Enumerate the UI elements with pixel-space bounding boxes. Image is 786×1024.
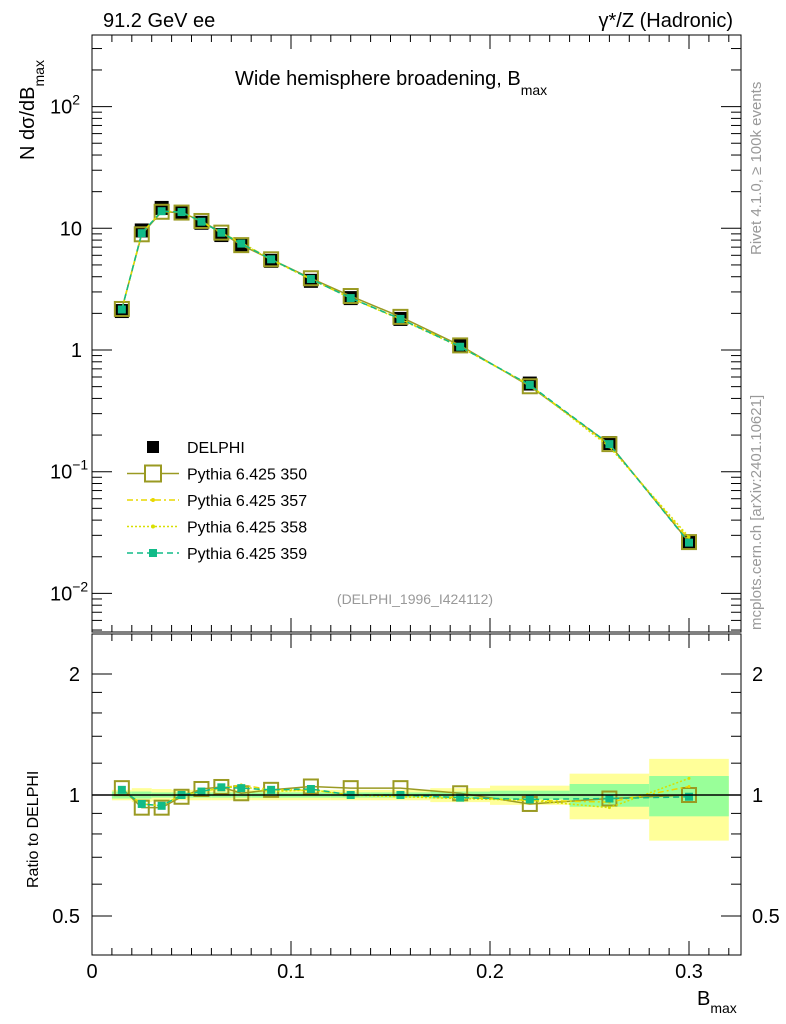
point-open-square-main — [213, 224, 230, 241]
point-square-main — [237, 239, 246, 248]
legend-marker — [151, 524, 155, 529]
point-square-main — [137, 229, 146, 238]
point-square-ratio — [605, 794, 614, 803]
title-text: Wide hemisphere broadening, B — [235, 68, 521, 90]
point-open-square-main — [233, 237, 250, 254]
y-tick-label: 10 — [60, 218, 82, 240]
legend-label: Pythia 6.425 350 — [187, 467, 307, 484]
point-open-square-main — [113, 300, 130, 317]
point-square-main — [605, 440, 614, 449]
plot-title: Wide hemisphere broadening, Bmax — [235, 68, 547, 98]
point-square-main — [396, 314, 405, 323]
point-square-ratio — [197, 787, 206, 796]
point-square-main — [306, 275, 315, 284]
y-tick-label: 10−2 — [50, 578, 88, 605]
point-square-main — [685, 538, 693, 547]
point-open-square-ratio — [173, 788, 190, 805]
point-open-square-ratio — [193, 780, 210, 797]
x-tick-label: 0.2 — [476, 961, 504, 983]
y-tick-label: 102 — [50, 92, 80, 119]
analysis-id: (DELPHI_1996_I424112) — [337, 591, 493, 607]
y-axis-label: N dσ/dBmax — [17, 60, 47, 160]
point-square-main — [346, 294, 355, 303]
legend-marker-delphi — [147, 441, 159, 453]
point-dot-ratio — [607, 806, 611, 810]
point-open-square-main — [263, 251, 280, 268]
point-dot-main — [687, 535, 691, 539]
y-tick-label: 10−1 — [50, 457, 88, 484]
point-square-main — [267, 255, 276, 264]
ylabel-text: N dσ/dB — [17, 87, 39, 161]
point-dot-ratio — [687, 776, 691, 780]
legend-marker — [151, 498, 155, 502]
legend-marker — [149, 549, 157, 557]
rivet-version: Rivet 4.1.0, ≥ 100k events — [748, 82, 765, 255]
point-square-main — [525, 380, 534, 389]
mcplots-credit: mcplots.cern.ch [arXiv:2401.10621] — [748, 395, 765, 630]
header-left: 91.2 GeV ee — [103, 10, 215, 32]
point-square-main — [177, 208, 186, 217]
xlabel-sub: max — [710, 1000, 736, 1016]
point-square-ratio — [525, 795, 534, 804]
point-square-main — [217, 228, 226, 237]
ratio-tick-label: 0.5 — [52, 906, 80, 928]
point-square-ratio — [685, 792, 693, 801]
x-tick-label: 0.3 — [675, 961, 703, 983]
point-open-square-main — [302, 270, 319, 287]
ratio-tick-label-right: 0.5 — [752, 906, 780, 928]
point-square-ratio — [117, 785, 126, 794]
x-tick-label: 0 — [86, 961, 97, 983]
ylabel-sub: max — [31, 60, 47, 86]
series-line-2-main — [121, 210, 690, 540]
legend-label: Pythia 6.425 358 — [187, 520, 307, 537]
point-square-ratio — [157, 801, 166, 810]
point-open-square-main — [173, 204, 190, 221]
ratio-tick-label-right: 1 — [752, 785, 763, 807]
y-tick-label: 1 — [71, 340, 82, 362]
point-open-square-ratio — [153, 799, 170, 816]
series-line-4-main — [121, 210, 690, 544]
point-square-main — [197, 217, 206, 226]
point-open-square-main — [342, 288, 359, 305]
point-square-ratio — [267, 785, 276, 794]
point-open-square-ratio — [302, 778, 319, 795]
xlabel-text: B — [697, 988, 710, 1010]
point-square-main — [157, 207, 166, 216]
point-square-main — [456, 342, 465, 351]
x-tick-label: 0.1 — [277, 961, 305, 983]
main-panel-frame — [91, 34, 742, 633]
point-square-ratio — [137, 799, 146, 808]
point-open-square-main — [521, 378, 538, 395]
legend-label: Pythia 6.425 357 — [187, 493, 307, 510]
ratio-tick-label: 1 — [69, 785, 80, 807]
point-open-square-main — [601, 436, 618, 453]
point-open-square-main — [452, 337, 469, 354]
point-square-ratio — [306, 784, 315, 793]
legend-marker — [144, 464, 162, 483]
point-dot-ratio — [687, 784, 691, 788]
legend-label: Pythia 6.425 359 — [187, 546, 307, 563]
point-square-ratio — [217, 783, 226, 792]
ratio-tick-label: 2 — [69, 664, 80, 686]
point-square-ratio — [456, 793, 465, 802]
ratio-tick-label-right: 2 — [752, 664, 763, 686]
x-axis-label: Bmax — [697, 988, 737, 1016]
title-sub: max — [521, 82, 547, 98]
point-square-main — [117, 305, 126, 314]
legend-label: DELPHI — [187, 440, 245, 457]
ratio-y-label: Ratio to DELPHI — [25, 771, 42, 888]
point-open-square-main — [681, 534, 697, 551]
series-line-3-main — [121, 210, 690, 538]
point-open-square-main — [193, 212, 210, 229]
point-square-ratio — [237, 784, 246, 793]
header-right: γ*/Z (Hadronic) — [599, 10, 733, 32]
point-open-square-main — [133, 226, 150, 243]
series-line-4-ratio — [121, 786, 690, 807]
